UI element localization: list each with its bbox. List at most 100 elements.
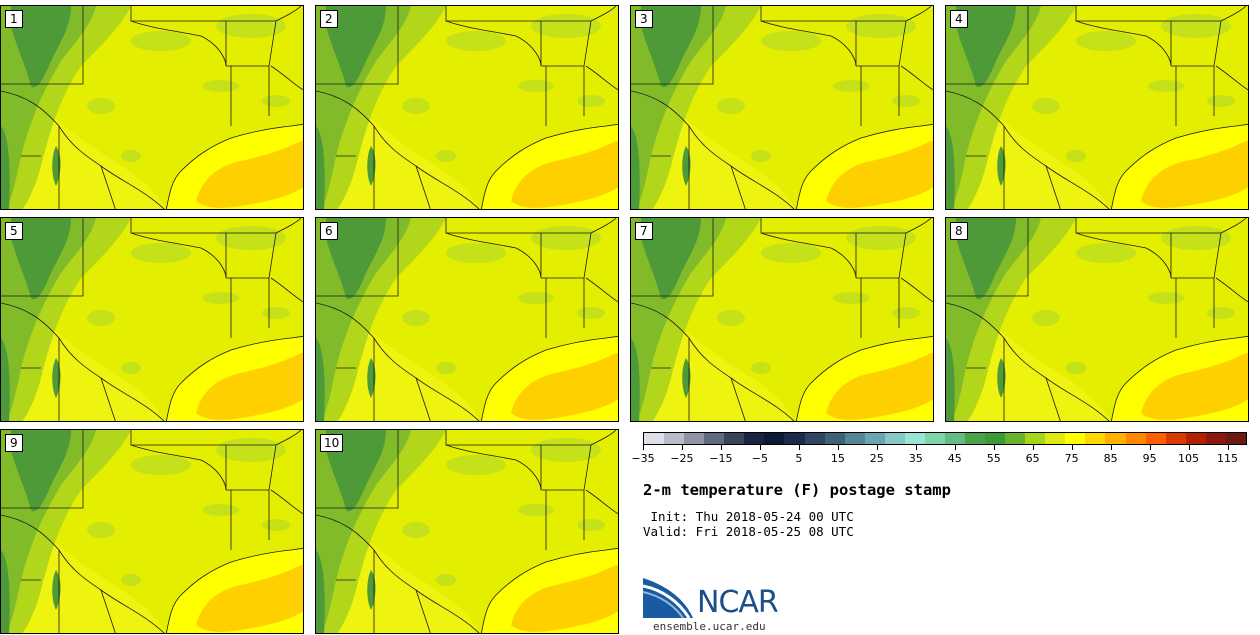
colorbar-tick [1032, 445, 1034, 450]
colorbar-bin [724, 433, 745, 444]
colorbar-bin [864, 433, 885, 444]
colorbar-tick [759, 445, 761, 450]
colorbar-bin [924, 433, 945, 444]
temperature-map [1, 218, 303, 421]
member-panel-6[interactable]: 6 [315, 217, 619, 422]
temperature-map [1, 6, 303, 209]
colorbar-bin [904, 433, 925, 444]
member-number: 8 [950, 222, 968, 240]
colorbar-tick-label: 75 [1064, 452, 1079, 465]
colorbar-tick [1188, 445, 1190, 450]
colorbar-tick [876, 445, 878, 450]
colorbar-bin [1225, 433, 1246, 444]
member-panel-1[interactable]: 1 [0, 5, 304, 210]
member-panel-10[interactable]: 10 [315, 429, 619, 634]
temperature-map [316, 6, 618, 209]
member-panel-3[interactable]: 3 [630, 5, 934, 210]
colorbar-tick-label: 105 [1178, 452, 1200, 465]
colorbar-bin [1085, 433, 1106, 444]
colorbar-tick [1110, 445, 1112, 450]
colorbar-tick-label: 35 [908, 452, 923, 465]
colorbar-tick [1071, 445, 1073, 450]
colorbar-bin [1165, 433, 1186, 444]
colorbar-bin [844, 433, 865, 444]
colorbar-bin [1125, 433, 1146, 444]
colorbar-bin [1205, 433, 1226, 444]
colorbar-tick-label: −5 [751, 452, 768, 465]
ncar-logo-text: NCAR [697, 585, 779, 620]
colorbar-tick-label: −35 [631, 452, 655, 465]
colorbar-tick-label: 55 [986, 452, 1001, 465]
temperature-map [631, 6, 933, 209]
colorbar-tick [798, 445, 800, 450]
colorbar-bin [644, 433, 665, 444]
ncar-logo-icon [643, 578, 693, 619]
colorbar-bin [884, 433, 905, 444]
colorbar-axis: −35 −25 −15 −5 5 15 25 35 45 55 65 75 85 95 105 115 [631, 445, 1247, 465]
member-number: 3 [635, 10, 653, 28]
colorbar-bin [1025, 433, 1046, 444]
colorbar-bin [684, 433, 705, 444]
colorbar-bin [804, 433, 825, 444]
colorbar-bin [1005, 433, 1026, 444]
colorbar-tick [993, 445, 995, 450]
colorbar-tick [954, 445, 956, 450]
colorbar-tick-label: 65 [1025, 452, 1040, 465]
chart-title: 2-m temperature (F) postage stamp [643, 481, 951, 499]
colorbar-bin [784, 433, 805, 444]
colorbar-tick [837, 445, 839, 450]
colorbar-bin [985, 433, 1006, 444]
member-panel-2[interactable]: 2 [315, 5, 619, 210]
colorbar-bin [1185, 433, 1206, 444]
member-number: 4 [950, 10, 968, 28]
colorbar-bin [1065, 433, 1086, 444]
colorbar-tick-label: 25 [869, 452, 884, 465]
member-panel-7[interactable]: 7 [630, 217, 934, 422]
colorbar-bin [824, 433, 845, 444]
colorbar-tick-label: 45 [947, 452, 962, 465]
colorbar-tick-label: 15 [830, 452, 845, 465]
member-panel-9[interactable]: 9 [0, 429, 304, 634]
colorbar-tick-label: 85 [1103, 452, 1118, 465]
temperature-map [316, 218, 618, 421]
member-number: 1 [5, 10, 23, 28]
colorbar-tick-label: 115 [1217, 452, 1239, 465]
member-number: 2 [320, 10, 338, 28]
member-panel-8[interactable]: 8 [945, 217, 1249, 422]
valid-time: Valid: Fri 2018-05-25 08 UTC [643, 524, 854, 539]
colorbar-bin [664, 433, 685, 444]
colorbar-bin [1105, 433, 1126, 444]
temperature-map [631, 218, 933, 421]
temperature-map [946, 6, 1248, 209]
colorbar-bin [1145, 433, 1166, 444]
colorbar-bin [744, 433, 765, 444]
temperature-map [946, 218, 1248, 421]
init-time: Init: Thu 2018-05-24 00 UTC [643, 509, 854, 524]
member-number: 7 [635, 222, 653, 240]
member-number: 6 [320, 222, 338, 240]
temperature-map [1, 430, 303, 633]
temperature-colorbar [643, 432, 1247, 445]
colorbar-tick [915, 445, 917, 450]
website-url[interactable]: ensemble.ucar.edu [653, 620, 766, 633]
colorbar-bin [704, 433, 725, 444]
temperature-map [316, 430, 618, 633]
colorbar-tick [1149, 445, 1151, 450]
member-panel-5[interactable]: 5 [0, 217, 304, 422]
member-number: 9 [5, 434, 23, 452]
colorbar-tick [681, 445, 683, 450]
member-number: 5 [5, 222, 23, 240]
member-number: 10 [320, 434, 344, 452]
colorbar-tick-label: 95 [1142, 452, 1157, 465]
colorbar-bin [764, 433, 785, 444]
colorbar-bin [944, 433, 965, 444]
colorbar-bin [965, 433, 986, 444]
colorbar-tick-label: 5 [795, 452, 803, 465]
colorbar-tick [643, 445, 644, 450]
colorbar-tick [1227, 445, 1229, 450]
member-panel-4[interactable]: 4 [945, 5, 1249, 210]
colorbar-tick [720, 445, 722, 450]
colorbar-bin [1045, 433, 1066, 444]
colorbar-tick-label: −15 [709, 452, 733, 465]
colorbar-tick-label: −25 [670, 452, 694, 465]
